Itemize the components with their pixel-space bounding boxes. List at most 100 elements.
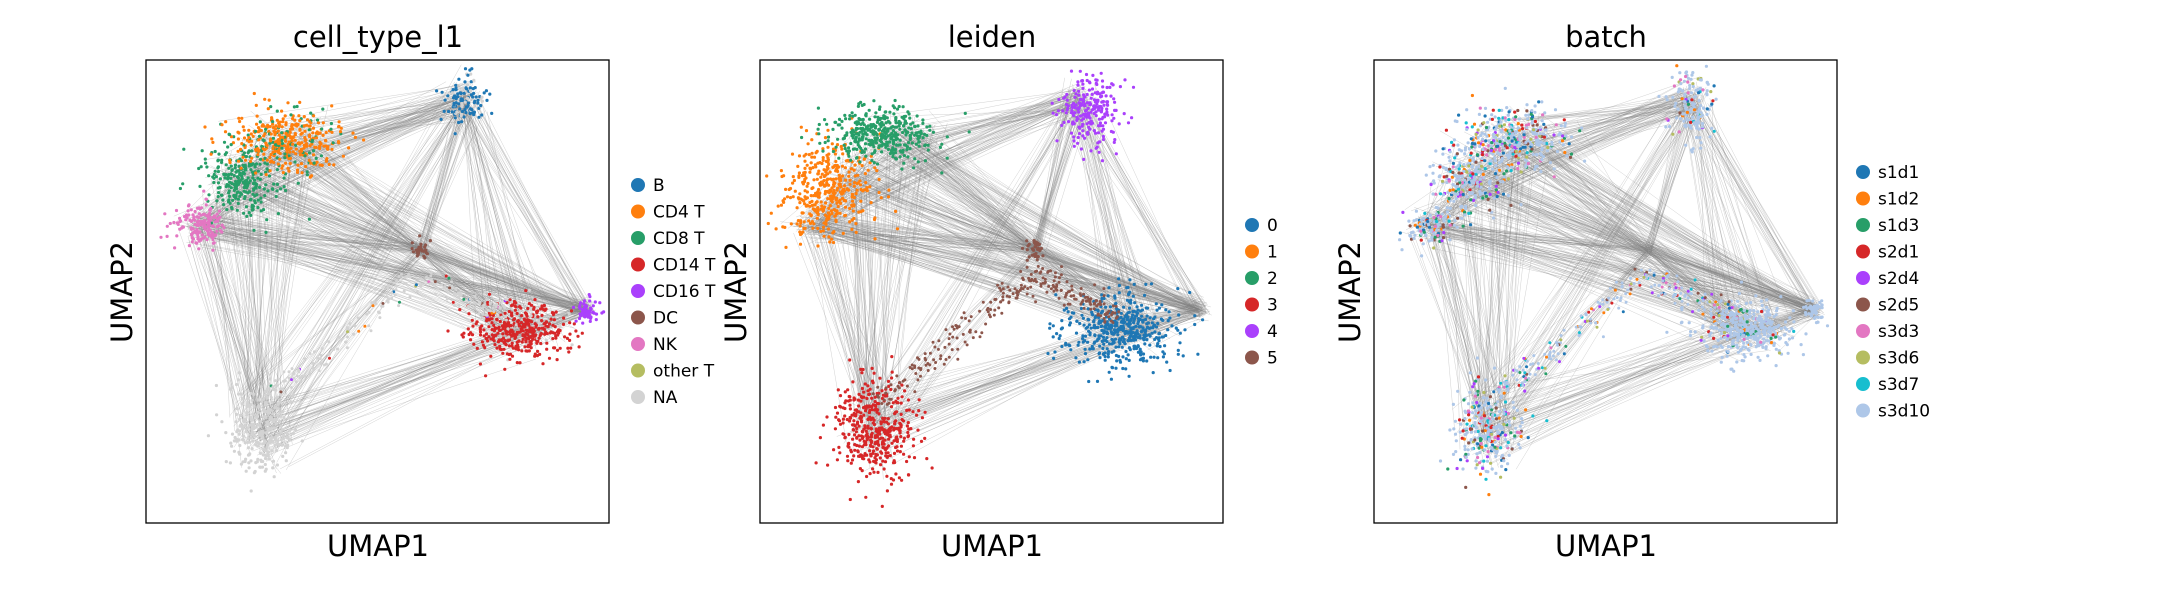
data-point (808, 212, 812, 216)
data-point (411, 250, 416, 254)
data-point (407, 272, 411, 276)
data-point (848, 182, 852, 186)
data-point (855, 132, 860, 136)
data-point (267, 129, 271, 134)
data-point (832, 230, 836, 234)
graph-edge (423, 99, 462, 254)
data-point (262, 208, 266, 212)
data-point (807, 153, 811, 157)
data-point (203, 225, 207, 229)
data-point (799, 125, 803, 129)
graph-edge (462, 91, 477, 328)
data-point (834, 120, 838, 124)
graph-edge (248, 176, 582, 307)
data-point (1108, 85, 1112, 89)
data-point (454, 287, 458, 291)
data-point (234, 420, 238, 424)
data-point (251, 162, 255, 166)
graph-edge (234, 199, 512, 342)
data-point (280, 166, 284, 170)
graph-edge (262, 136, 588, 309)
data-point (287, 140, 291, 144)
data-point (278, 393, 282, 397)
data-point (269, 396, 273, 400)
data-point (227, 194, 232, 198)
graph-edge (194, 96, 457, 236)
data-point (826, 158, 830, 162)
data-point (506, 339, 510, 343)
data-point (472, 101, 476, 105)
data-point (459, 97, 463, 101)
graph-edge (254, 145, 294, 425)
graph-edge (244, 313, 587, 438)
data-point (902, 154, 906, 158)
graph-edge (291, 128, 422, 246)
data-point (861, 121, 865, 125)
graph-edge (213, 238, 274, 419)
data-point (813, 208, 817, 212)
data-point (303, 374, 307, 378)
data-point (886, 129, 890, 133)
graph-edge (193, 221, 256, 406)
data-point (319, 154, 323, 158)
data-point (304, 165, 308, 169)
data-point (898, 138, 902, 142)
data-point (205, 238, 209, 242)
data-point (1083, 352, 1088, 356)
graph-edge (425, 254, 583, 314)
data-point (921, 118, 925, 122)
data-point (250, 447, 254, 451)
data-point (915, 114, 919, 118)
data-point (274, 449, 279, 453)
data-point (190, 231, 195, 235)
data-point (856, 143, 860, 147)
graph-edge (255, 135, 528, 329)
graph-edge (208, 215, 420, 256)
graph-edge (193, 234, 589, 308)
data-point (531, 327, 536, 331)
graph-edge (881, 312, 1208, 434)
data-point (885, 140, 889, 144)
graph-edge (265, 344, 532, 457)
data-point (204, 197, 208, 201)
data-point (247, 140, 251, 144)
data-point (1123, 78, 1127, 82)
graph-edge (466, 86, 587, 304)
data-point (254, 461, 258, 465)
data-point (320, 127, 324, 131)
graph-edge (203, 225, 422, 249)
data-point (397, 304, 401, 308)
data-point (265, 167, 269, 171)
data-point (484, 374, 488, 378)
graph-edge (236, 182, 522, 336)
data-point (1066, 310, 1070, 314)
data-point (378, 316, 382, 320)
data-point (1113, 100, 1117, 104)
graph-edge (266, 107, 466, 185)
data-point (305, 173, 309, 177)
data-point (434, 282, 438, 286)
data-point (1103, 358, 1107, 362)
data-point (289, 400, 293, 404)
data-point (598, 301, 602, 305)
graph-edge (189, 228, 500, 330)
data-point (841, 174, 845, 178)
data-point (851, 114, 855, 118)
data-point (267, 426, 271, 430)
graph-edge (282, 329, 503, 439)
data-point (827, 235, 831, 239)
data-point (834, 145, 838, 149)
graph-edge (230, 164, 270, 427)
data-point (504, 318, 508, 322)
graph-edge (266, 303, 581, 405)
data-point (302, 146, 306, 150)
graph-edge (187, 235, 239, 423)
data-point (300, 171, 304, 175)
data-point (249, 143, 253, 147)
graph-edge (229, 105, 462, 416)
data-point (482, 316, 486, 320)
data-point (776, 204, 780, 208)
graph-edge (279, 142, 419, 245)
graph-edge (258, 252, 415, 429)
data-point (769, 211, 773, 215)
